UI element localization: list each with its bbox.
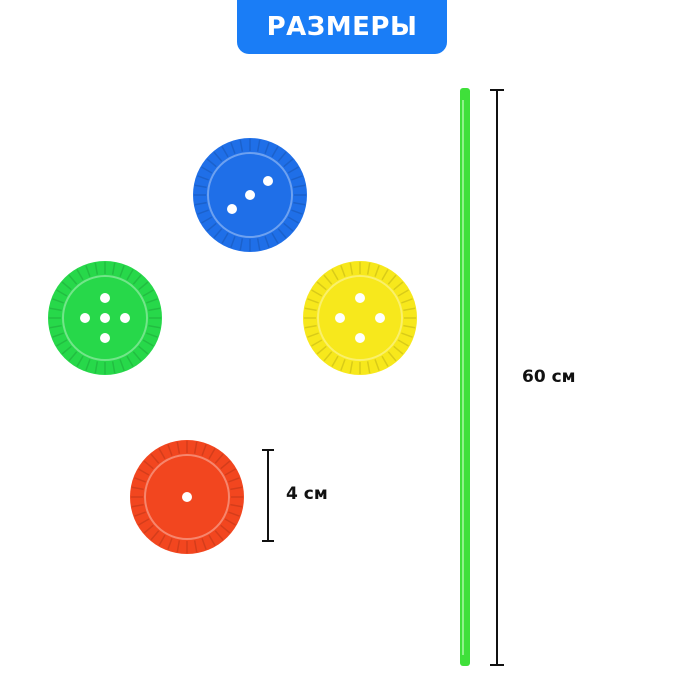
disc-hole [227, 204, 237, 214]
stick-highlight [462, 100, 464, 655]
stick-length-label: 60 см [522, 367, 576, 387]
title: РАЗМЕРЫ [266, 12, 418, 42]
disc-hole [263, 176, 273, 186]
disc-hole [80, 313, 90, 323]
green-disc [48, 261, 162, 375]
disc-hole [375, 313, 385, 323]
blue-disc [193, 138, 307, 252]
disc-hole [355, 333, 365, 343]
red-disc [130, 440, 244, 554]
disc-hole [335, 313, 345, 323]
disc-hole [100, 333, 110, 343]
yellow-disc [303, 261, 417, 375]
diameter-dimension-line [262, 449, 274, 542]
length-dimension-line [490, 89, 504, 666]
disc-hole [100, 293, 110, 303]
disc-diameter-label: 4 см [286, 484, 328, 504]
disc-hole [182, 492, 192, 502]
disc-hole [120, 313, 130, 323]
disc-hole [100, 313, 110, 323]
green-stick [460, 88, 470, 666]
title-badge [237, 0, 447, 54]
disc-hole [245, 190, 255, 200]
disc-hole [355, 293, 365, 303]
